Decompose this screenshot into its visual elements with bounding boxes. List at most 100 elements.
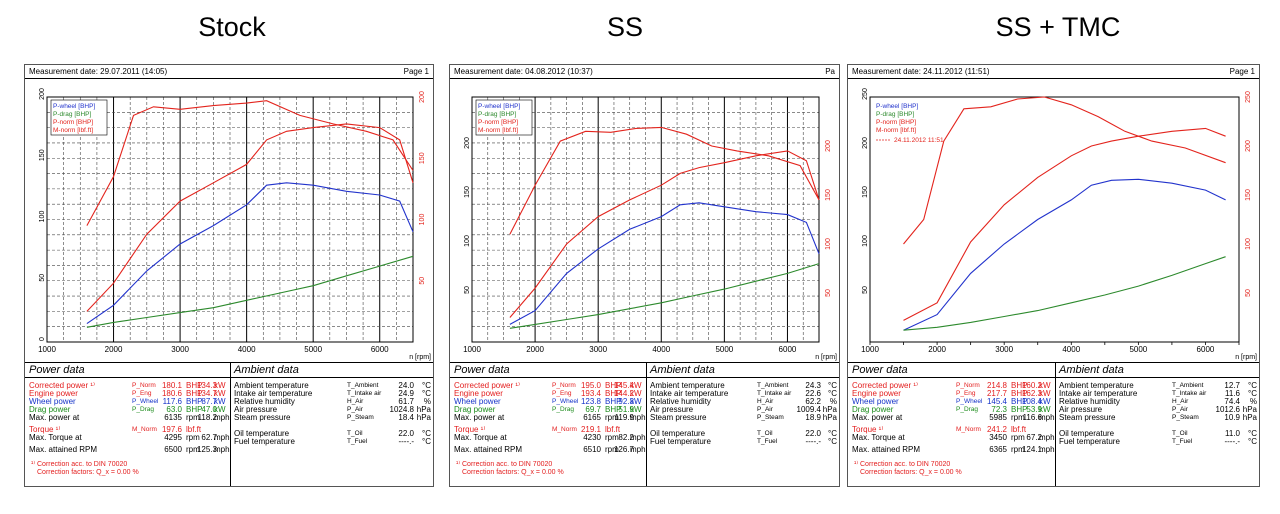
power-label: Corrected power ¹⁾	[852, 381, 918, 390]
power-data-title: Power data	[29, 364, 85, 376]
y-tick-label-left: 250	[862, 88, 869, 100]
power-row: Max. power at 6135 rpm 118.2 mph	[25, 413, 230, 422]
ambient-label: Relative humidity	[234, 397, 295, 406]
panel-divider	[1055, 363, 1056, 486]
power-unit-2: mph	[630, 445, 646, 454]
power-label: Max. power at	[852, 413, 903, 422]
power-data-title: Power data	[454, 364, 510, 376]
ambient-value: 61.7	[398, 397, 414, 406]
ambient-row: Steam pressure P_Steam 10.9 hPa	[1055, 413, 1259, 422]
ambient-value: 1024.8	[389, 405, 414, 414]
power-label: Corrected power ¹⁾	[29, 381, 95, 390]
ambient-unit: %	[1249, 397, 1257, 406]
footnote-correction: Correction factors: Q_x = 0.00 %	[462, 469, 564, 476]
power-value-1: 4295	[164, 433, 182, 442]
y-tick-label-right: 100	[419, 214, 426, 226]
sheet-header: Measurement date: 04.08.2012 (10:37) Pa	[454, 67, 835, 76]
series-line-3	[86, 100, 414, 226]
power-unit-1: BHP	[1011, 389, 1028, 398]
power-unit-1: BHP	[186, 397, 203, 406]
ambient-row: Fuel temperature T_Fuel ----.- °C	[1055, 437, 1259, 446]
legend-entry: P-wheel [BHP]	[53, 103, 95, 110]
legend-entry: P-drag [BHP]	[478, 111, 516, 118]
power-row: Corrected power ¹⁾ P_Norm 214.8 BHP 160.2 kW	[848, 381, 1055, 390]
footnote-correction: Correction factors: Q_x = 0.00 %	[37, 469, 139, 476]
measurement-date: Measurement date: 29.07.2011 (14:05)	[29, 67, 168, 76]
power-unit-1: lbf.ft	[1011, 425, 1027, 434]
power-row: Wheel power P_Wheel 117.6 BHP 87.7 kW	[25, 397, 230, 406]
ambient-label: Air pressure	[234, 405, 278, 414]
power-unit-2: mph	[1039, 413, 1055, 422]
ambient-value: ----.-	[1224, 437, 1240, 446]
ambient-row: Air pressure P_Air 1012.6 hPa	[1055, 405, 1259, 414]
power-row: Corrected power ¹⁾ P_Norm 180.1 BHP 134.3 kW	[25, 381, 230, 390]
ambient-value: 12.7	[1224, 381, 1240, 390]
ambient-label: Steam pressure	[1059, 413, 1116, 422]
ambient-row: Intake air temperature T_Intake air 11.6 °C	[1055, 389, 1259, 398]
power-unit-1: rpm	[186, 445, 200, 454]
series-line-0	[509, 202, 820, 325]
panel-divider	[230, 363, 231, 486]
ambient-row: Oil temperature T_Oil 22.0 °C	[230, 429, 433, 438]
footnote-din: ¹⁾ Correction acc. to DIN 70020	[456, 461, 553, 468]
ambient-row: Relative humidity H_Air 61.7%	[230, 397, 433, 406]
page-number: Pa	[825, 67, 835, 76]
power-label: Max. attained RPM	[852, 445, 921, 454]
power-value-1: 3450	[989, 433, 1007, 442]
footnote-din: ¹⁾ Correction acc. to DIN 70020	[31, 461, 128, 468]
ambient-row: Steam pressure P_Steam 18.4 hPa	[230, 413, 433, 422]
plot-frame	[46, 96, 414, 343]
dyno-chart: 1000 2000 3000 4000 5000 6000 50 100 150 200 50 100…	[463, 96, 837, 361]
x-tick-label: 2000	[928, 345, 946, 354]
power-label: Max. Torque at	[29, 433, 82, 442]
ambient-value: 1009.4	[796, 405, 821, 414]
power-symbol: M_Norm	[956, 426, 981, 433]
power-unit-1: BHP	[1011, 405, 1028, 414]
dyno-sheet: Measurement date: 24.11.2012 (11:51) Page…	[847, 64, 1260, 487]
series-line-2	[86, 123, 414, 312]
ambient-value: 74.4	[1224, 397, 1240, 406]
heading-ss-tmc: SS + TMC	[995, 12, 1121, 42]
ambient-data-title: Ambient data	[234, 364, 299, 376]
power-unit-2: kW	[1039, 389, 1051, 398]
y-tick-label-left: 0	[39, 337, 46, 341]
power-row: Wheel power P_Wheel 145.4 BHP 108.4 kW	[848, 397, 1055, 406]
ambient-unit: °C	[1248, 381, 1257, 390]
power-value-2: 53.9	[1026, 405, 1042, 414]
ambient-unit: hPa	[1242, 405, 1257, 414]
power-unit-2: kW	[214, 381, 226, 390]
dyno-chart: 1000 2000 3000 4000 5000 6000 0 50 100 150 200 50 10…	[38, 88, 431, 361]
y-tick-label-left: 200	[862, 137, 869, 149]
ambient-value: 24.9	[398, 389, 414, 398]
page-number: Page 1	[403, 67, 429, 76]
power-unit-2: mph	[214, 445, 230, 454]
ambient-row: Relative humidity H_Air 62.2%	[646, 397, 839, 406]
legend-entry: M-norm [lbf.ft]	[876, 127, 916, 134]
ambient-unit: °C	[1248, 437, 1257, 446]
legend-entry: P-drag [BHP]	[876, 111, 914, 118]
ambient-symbol: P_Steam	[1172, 414, 1199, 421]
power-label: Max. attained RPM	[454, 445, 523, 454]
ambient-unit: hPa	[416, 405, 431, 414]
power-row: Drag power P_Drag 69.7 BHP 51.9 kW	[450, 405, 646, 414]
power-unit-2: kW	[630, 397, 642, 406]
power-data-title: Power data	[852, 364, 908, 376]
measurement-date: Measurement date: 24.11.2012 (11:51)	[852, 67, 990, 76]
ambient-symbol: T_Oil	[347, 430, 363, 437]
power-label: Drag power	[454, 405, 496, 414]
ambient-unit: °C	[422, 389, 431, 398]
ambient-unit: °C	[828, 381, 837, 390]
ambient-symbol: P_Air	[1172, 406, 1188, 413]
power-value-2: 47.0	[201, 405, 217, 414]
header-rule	[848, 78, 1259, 79]
ambient-label: Fuel temperature	[650, 437, 711, 446]
power-value-2: 145.4	[613, 381, 634, 390]
x-tick-label: 1000	[463, 345, 481, 354]
power-unit-2: kW	[214, 405, 226, 414]
legend-entry: P-norm [BHP]	[53, 119, 93, 126]
power-symbol: P_Eng	[956, 390, 976, 397]
x-tick-label: 1000	[861, 345, 879, 354]
y-tick-label-left: 100	[39, 211, 46, 223]
ambient-row: Fuel temperature T_Fuel ----.- °C	[230, 437, 433, 446]
power-unit-1: BHP	[186, 381, 203, 390]
